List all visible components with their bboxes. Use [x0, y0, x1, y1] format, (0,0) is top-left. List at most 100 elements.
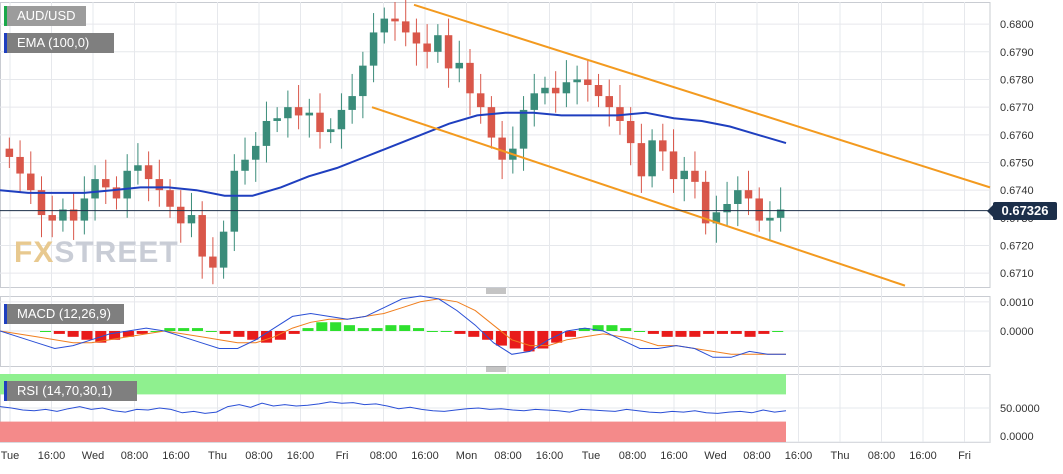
- candle-body: [648, 140, 656, 177]
- macd-histogram-bar: [40, 331, 52, 332]
- y-tick-label: 0.6770: [1000, 102, 1034, 114]
- macd-histogram-bar: [205, 331, 217, 332]
- candle-body: [166, 190, 174, 207]
- candle-body: [744, 190, 753, 199]
- candle-body: [144, 165, 153, 180]
- x-tick-label: 16:00: [287, 450, 315, 462]
- watermark-logo: FXSTREET: [14, 236, 179, 269]
- macd-histogram-bar: [454, 331, 466, 334]
- macd-histogram-bar: [634, 331, 646, 332]
- x-tick-label: Mon: [456, 450, 477, 462]
- y-tick-label: 0.6800: [1000, 19, 1034, 31]
- candle-body: [455, 62, 464, 69]
- macd-histogram-bar: [233, 331, 245, 337]
- macd-histogram-bar: [551, 331, 563, 343]
- candle-body: [616, 107, 624, 121]
- macd-histogram-bar: [606, 325, 618, 331]
- candle-body: [680, 170, 688, 180]
- macd-histogram-bar: [744, 331, 756, 337]
- candle-body: [691, 170, 699, 182]
- y-tick-label: 0.6710: [1000, 268, 1034, 280]
- macd-histogram-bar: [178, 328, 190, 331]
- macd-histogram-bar: [191, 328, 204, 331]
- x-tick-label: Wed: [82, 450, 104, 462]
- candle-body: [573, 79, 581, 83]
- candle-body: [16, 156, 24, 174]
- x-tick-label: 08:00: [370, 450, 398, 462]
- candle-body: [5, 148, 14, 157]
- macd-indicator-label[interactable]: MACD (12,26,9): [4, 304, 124, 324]
- macd-histogram-bar: [661, 331, 673, 337]
- macd-histogram-bar: [357, 328, 369, 331]
- candle-body: [337, 109, 346, 130]
- ema-line: [0, 111, 787, 197]
- candle-body: [551, 87, 560, 94]
- candle-body: [134, 165, 142, 171]
- x-tick-label: 16:00: [162, 450, 190, 462]
- candle-body: [284, 107, 292, 119]
- macd-histogram-bar: [164, 328, 176, 331]
- x-tick-label: 08:00: [121, 450, 149, 462]
- macd-histogram-bar: [426, 331, 438, 332]
- candle-body: [155, 179, 164, 191]
- candle-body: [444, 35, 453, 69]
- candle-body: [316, 112, 324, 133]
- x-tick-label: Fri: [336, 450, 349, 462]
- macd-histogram-bar: [509, 331, 521, 349]
- x-tick-label: 16:00: [785, 450, 813, 462]
- x-tick-label: 08:00: [743, 450, 771, 462]
- x-tick-label: Thu: [208, 450, 227, 462]
- macd-histogram-bar: [413, 328, 425, 331]
- x-tick-label: 16:00: [38, 450, 66, 462]
- candle-body: [294, 107, 303, 116]
- candle-body: [626, 120, 635, 144]
- rsi-indicator-label[interactable]: RSI (14,70,30,1): [4, 381, 137, 401]
- candle-body: [401, 21, 410, 33]
- candle-body: [669, 151, 678, 180]
- y-tick-label: 0.6760: [1000, 130, 1034, 142]
- macd-histogram-bar: [537, 331, 549, 349]
- candle-body: [487, 107, 496, 138]
- y-tick-label: 0.6740: [1000, 185, 1034, 197]
- candle-body: [701, 181, 710, 224]
- macd-line: [0, 295, 786, 358]
- macd-histogram-bar: [136, 331, 148, 334]
- macd-histogram-bar: [468, 331, 480, 337]
- candle-body: [273, 118, 281, 121]
- y-tick-label: 0.0000: [1000, 326, 1034, 338]
- macd-histogram-bar: [109, 331, 121, 340]
- candle-body: [348, 96, 356, 110]
- ema-indicator-label[interactable]: EMA (100,0): [4, 33, 114, 53]
- macd-histogram-bar: [730, 331, 742, 334]
- pair-label[interactable]: AUD/USD: [4, 6, 86, 26]
- candle-body: [434, 35, 442, 52]
- candle-body: [123, 170, 131, 199]
- candle-body: [605, 96, 613, 108]
- macd-histogram-bar: [564, 331, 577, 337]
- candle-body: [219, 231, 228, 268]
- candle-body: [262, 120, 271, 146]
- x-tick-label: Wed: [704, 450, 726, 462]
- candle-body: [541, 87, 549, 94]
- macd-histogram-bar: [772, 331, 784, 332]
- current-price-tag: 0.67326: [987, 202, 1057, 220]
- candle-body: [723, 203, 731, 213]
- candle-body: [69, 209, 78, 221]
- candle-body: [59, 209, 67, 221]
- macd-histogram-bar: [620, 328, 632, 331]
- macd-histogram-bar: [689, 331, 701, 337]
- rsi-oversold-zone: [0, 421, 786, 442]
- candle-body: [37, 190, 46, 216]
- candle-body: [187, 215, 196, 224]
- channel-upper-line: [413, 3, 991, 189]
- y-tick-label: 0.6720: [1000, 240, 1034, 252]
- macd-signal-line: [0, 298, 786, 355]
- y-tick-label: 50.0000: [1000, 403, 1040, 415]
- rsi-line: [0, 401, 787, 414]
- channel-lower-line: [371, 106, 906, 287]
- macd-histogram-bar: [53, 331, 65, 334]
- candle-body: [230, 170, 239, 232]
- candle-body: [498, 137, 506, 160]
